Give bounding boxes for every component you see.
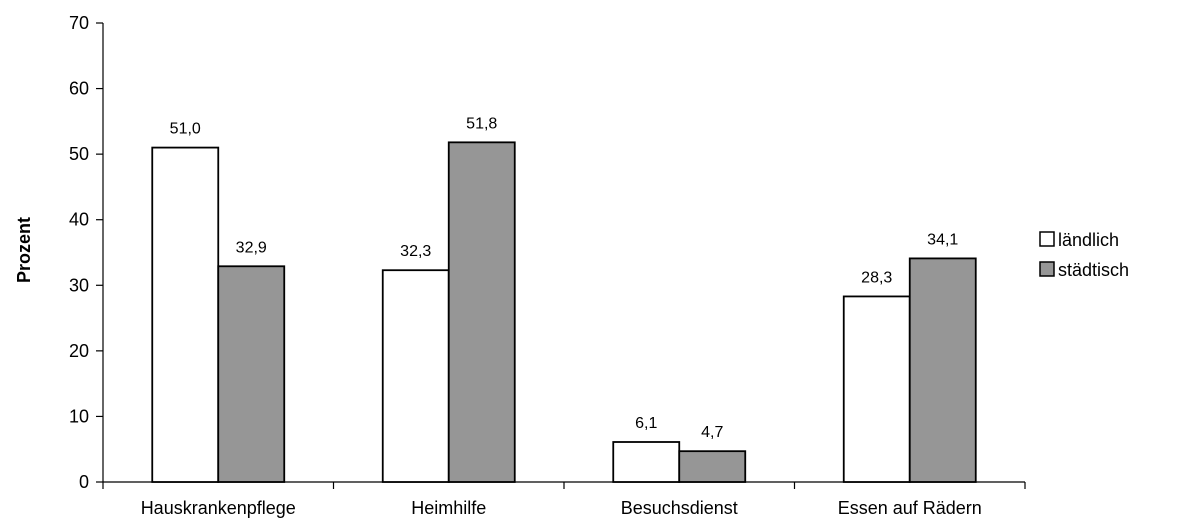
y-tick-label: 10 bbox=[69, 406, 89, 426]
data-label: 51,0 bbox=[170, 121, 201, 138]
bar-staedtisch bbox=[217, 265, 286, 483]
bar-staedtisch bbox=[447, 141, 516, 483]
legend-box bbox=[1036, 222, 1179, 288]
bar-staedtisch bbox=[908, 257, 977, 483]
y-tick-label: 40 bbox=[69, 210, 89, 230]
legend-swatch bbox=[1039, 261, 1055, 277]
y-tick-label: 20 bbox=[69, 341, 89, 361]
data-label: 28,3 bbox=[861, 269, 892, 286]
category-label: Heimhilfe bbox=[411, 498, 486, 518]
data-label: 51,8 bbox=[466, 115, 497, 132]
data-label: 34,1 bbox=[927, 231, 958, 248]
y-tick-label: 70 bbox=[69, 13, 89, 33]
bar-laendlich bbox=[151, 146, 220, 483]
legend: ländlich städtisch bbox=[1036, 222, 1179, 288]
plot-area: 0 10 20 30 40 50 60 70 51,0 32,9 Hauskrankenpflege… bbox=[69, 13, 1026, 518]
data-label: 4,7 bbox=[701, 424, 723, 441]
data-label: 32,9 bbox=[236, 239, 267, 256]
y-tick-label: 0 bbox=[79, 472, 89, 492]
bar-laendlich bbox=[381, 269, 450, 483]
legend-swatch bbox=[1039, 231, 1055, 247]
legend-entry: ländlich bbox=[1058, 230, 1119, 250]
y-axis-title: Prozent bbox=[14, 217, 34, 283]
data-label: 32,3 bbox=[400, 243, 431, 260]
data-label: 6,1 bbox=[635, 415, 657, 432]
bar-laendlich bbox=[842, 295, 911, 483]
y-tick-label: 30 bbox=[69, 275, 89, 295]
y-tick-label: 60 bbox=[69, 79, 89, 99]
y-tick-label: 50 bbox=[69, 144, 89, 164]
bar-staedtisch bbox=[678, 450, 747, 483]
legend-entry: städtisch bbox=[1058, 260, 1129, 280]
category-label: Besuchsdienst bbox=[621, 498, 738, 518]
bar-laendlich bbox=[612, 441, 681, 483]
category-label: Hauskrankenpflege bbox=[141, 498, 296, 518]
category-label: Essen auf Rädern bbox=[838, 498, 982, 518]
